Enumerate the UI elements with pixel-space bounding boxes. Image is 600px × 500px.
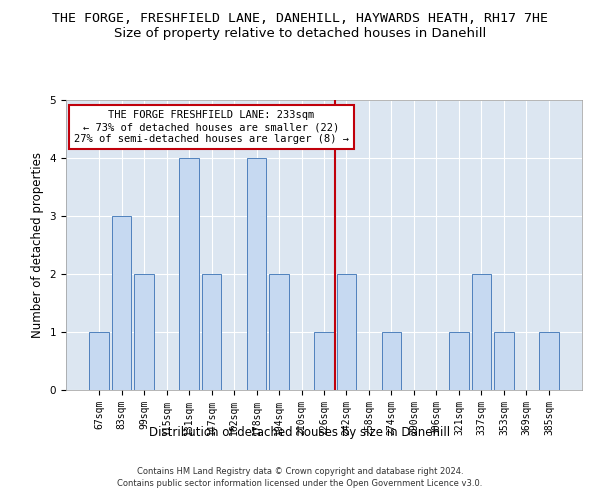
Bar: [382, 332, 401, 390]
Bar: [472, 274, 491, 390]
Bar: [449, 332, 469, 390]
Text: Size of property relative to detached houses in Danehill: Size of property relative to detached ho…: [114, 28, 486, 40]
Bar: [179, 158, 199, 390]
Bar: [494, 332, 514, 390]
Bar: [337, 274, 356, 390]
Bar: [247, 158, 266, 390]
Text: THE FORGE FRESHFIELD LANE: 233sqm
← 73% of detached houses are smaller (22)
27% : THE FORGE FRESHFIELD LANE: 233sqm ← 73% …: [74, 110, 349, 144]
Bar: [89, 332, 109, 390]
Bar: [112, 216, 131, 390]
Bar: [202, 274, 221, 390]
Bar: [269, 274, 289, 390]
Bar: [134, 274, 154, 390]
Bar: [539, 332, 559, 390]
Y-axis label: Number of detached properties: Number of detached properties: [31, 152, 44, 338]
Bar: [314, 332, 334, 390]
Text: Contains HM Land Registry data © Crown copyright and database right 2024.
Contai: Contains HM Land Registry data © Crown c…: [118, 466, 482, 487]
Text: THE FORGE, FRESHFIELD LANE, DANEHILL, HAYWARDS HEATH, RH17 7HE: THE FORGE, FRESHFIELD LANE, DANEHILL, HA…: [52, 12, 548, 26]
Text: Distribution of detached houses by size in Danehill: Distribution of detached houses by size …: [149, 426, 451, 439]
